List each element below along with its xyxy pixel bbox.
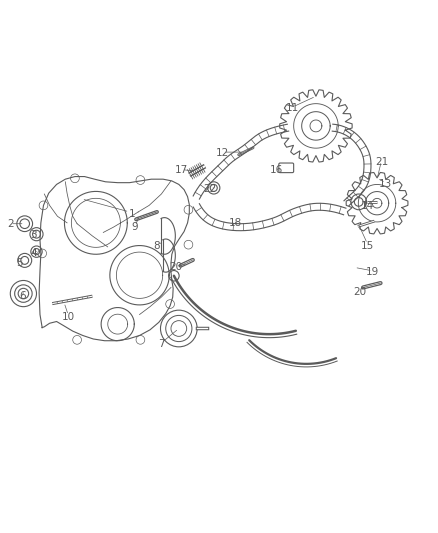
Text: 2: 2 xyxy=(7,219,14,229)
Text: 11: 11 xyxy=(286,103,299,114)
Text: 21: 21 xyxy=(375,157,388,167)
Text: 20: 20 xyxy=(169,262,182,272)
Text: 6: 6 xyxy=(19,291,26,301)
Text: 3: 3 xyxy=(30,230,37,240)
Text: 16: 16 xyxy=(270,165,283,175)
Text: 15: 15 xyxy=(361,240,374,251)
Text: 1: 1 xyxy=(128,209,135,219)
Text: 18: 18 xyxy=(229,218,242,228)
Text: 4: 4 xyxy=(30,248,37,259)
Text: 22: 22 xyxy=(204,184,217,194)
Text: 5: 5 xyxy=(16,258,22,268)
Text: 20: 20 xyxy=(353,287,366,297)
Text: 7: 7 xyxy=(158,339,165,349)
Text: 19: 19 xyxy=(366,266,379,277)
Text: 13: 13 xyxy=(379,179,392,189)
Text: 14: 14 xyxy=(361,201,374,211)
Text: 12: 12 xyxy=(216,148,229,158)
Text: 9: 9 xyxy=(132,222,138,232)
Text: 8: 8 xyxy=(154,240,160,251)
Text: 17: 17 xyxy=(175,165,188,175)
Text: 10: 10 xyxy=(62,312,75,322)
